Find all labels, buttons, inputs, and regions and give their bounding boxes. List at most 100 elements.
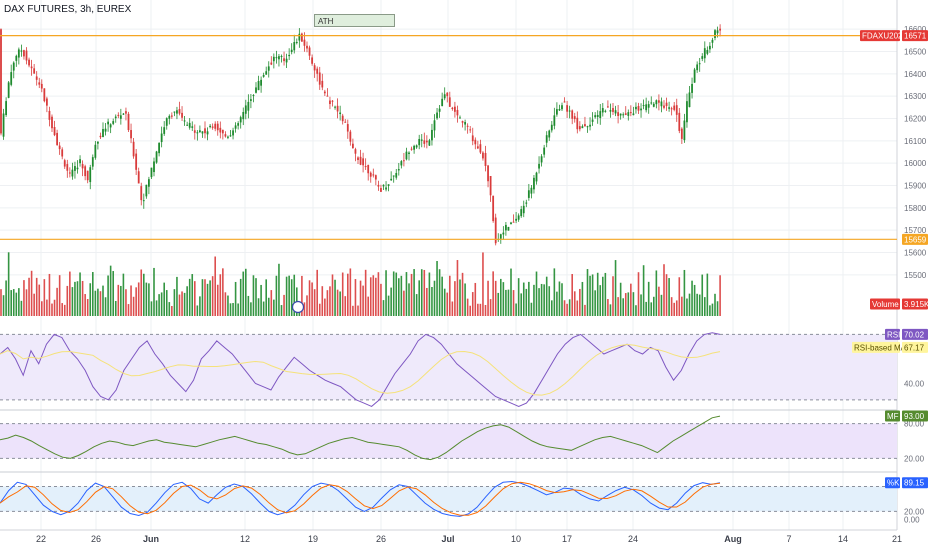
candle-body: [550, 124, 553, 131]
candle-body: [655, 100, 658, 105]
volume-bar: [642, 265, 645, 316]
volume-bar: [354, 279, 357, 316]
volume-bar: [461, 272, 464, 316]
candle-body: [244, 105, 247, 114]
volume-bar: [86, 299, 89, 316]
candle-body: [53, 127, 56, 136]
candle-body: [703, 48, 706, 59]
candle-body: [499, 234, 502, 239]
volume-bar: [48, 273, 51, 316]
indicator-value-badge: 93.00: [904, 412, 925, 421]
volume-bar: [145, 282, 148, 316]
volume-bar: [143, 273, 145, 316]
candle-body: [418, 138, 421, 146]
candle-body: [652, 103, 655, 107]
volume-bar: [109, 265, 112, 316]
candle-body: [663, 105, 665, 108]
volume-bar: [548, 286, 551, 316]
volume-bar: [33, 293, 35, 316]
candle-body: [614, 110, 617, 114]
volume-bar: [339, 291, 341, 316]
volume-bar: [594, 290, 596, 316]
candle-body: [94, 144, 97, 158]
indicator-ma-value-badge-bg: [902, 341, 928, 353]
volume-bar: [362, 285, 364, 316]
volume-bar: [533, 284, 535, 316]
volume-bar: [137, 282, 140, 316]
volume-bar: [336, 289, 339, 316]
candle-body: [568, 110, 571, 112]
candle-body: [252, 95, 255, 97]
level-name-badge: FDAXU2023: [862, 32, 907, 41]
indicator-value-badge: 89.15: [904, 479, 925, 488]
candle-body: [137, 171, 140, 184]
candle-body: [23, 50, 25, 57]
volume-bar: [711, 303, 714, 316]
candle-body: [520, 209, 523, 217]
indicator-name-badge: %K: [887, 479, 900, 488]
volume-bar: [617, 297, 619, 316]
candle-body: [306, 45, 308, 49]
candle-body: [193, 130, 196, 133]
volume-value-badge: 3.915K: [904, 300, 930, 309]
volume-bar: [0, 289, 2, 316]
candle-body: [586, 126, 589, 128]
volume-bars: [0, 252, 721, 316]
candle-body: [515, 218, 517, 221]
candle-body: [242, 112, 245, 120]
candle-body: [372, 174, 375, 176]
volume-bar: [369, 277, 372, 316]
candle-body: [354, 149, 357, 154]
volume-bar: [331, 274, 334, 316]
candle-body: [66, 164, 69, 171]
x-tick-label: 22: [36, 534, 46, 544]
volume-bar: [553, 268, 556, 316]
volume-bar: [58, 275, 61, 316]
volume-bar: [288, 275, 290, 316]
volume-bar: [716, 301, 719, 316]
volume-bar: [168, 302, 171, 316]
candle-body: [617, 112, 619, 116]
volume-bar: [530, 302, 533, 316]
price-tick-label: 15900: [904, 182, 927, 191]
volume-bar: [153, 267, 155, 316]
candle-body: [99, 135, 102, 138]
volume-bar: [38, 284, 41, 316]
candle-body: [199, 130, 201, 133]
candle-body: [173, 111, 176, 113]
volume-bar: [675, 300, 678, 316]
volume-bar: [709, 305, 711, 316]
candle-body: [604, 110, 607, 112]
volume-bar: [512, 290, 515, 316]
horizontal-levels: [0, 35, 897, 240]
candle-body: [619, 113, 622, 116]
volume-bar: [61, 303, 63, 316]
volume-bar: [681, 296, 683, 316]
volume-bar: [357, 305, 359, 316]
ath-annotation[interactable]: ATH: [314, 14, 395, 27]
volume-bar: [135, 287, 137, 316]
candle-body: [68, 172, 71, 174]
volume-bar: [451, 301, 454, 316]
candle-body: [28, 59, 30, 66]
volume-bar: [418, 280, 420, 316]
candle-body: [176, 110, 178, 114]
volume-bar: [163, 282, 165, 316]
candle-body: [183, 120, 186, 122]
volume-bar: [551, 300, 553, 316]
volume-bar: [398, 278, 400, 316]
volume-bar: [426, 287, 428, 316]
volume-bar: [436, 261, 438, 316]
volume-bar: [658, 286, 660, 316]
x-tick-label: Aug: [724, 534, 742, 544]
candle-body: [522, 205, 525, 214]
candle-body: [2, 113, 5, 137]
candle-body: [283, 58, 285, 62]
volume-bar: [561, 283, 563, 316]
candle-body: [270, 62, 273, 65]
volume-bar: [543, 284, 545, 316]
volume-bar: [183, 292, 186, 316]
price-tick-label: 16100: [904, 137, 927, 146]
volume-bar: [122, 273, 125, 316]
volume-bar: [487, 280, 489, 316]
